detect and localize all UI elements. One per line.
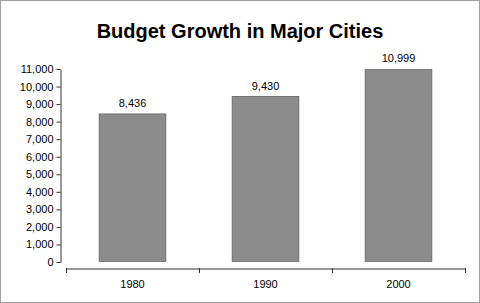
- x-separator: [199, 268, 200, 273]
- y-tick-mark: [57, 69, 61, 70]
- y-tick: 10,000: [20, 81, 61, 93]
- y-tick: 2,000: [26, 221, 61, 233]
- y-tick: 7,000: [26, 133, 61, 145]
- x-tick-label: 2000: [386, 278, 410, 290]
- y-tick-label: 0: [47, 256, 53, 268]
- x-tick-label: 1980: [120, 278, 144, 290]
- y-axis: 0 1,000 2,000 3,000 4,000 5,000 6,000 7,000 8,00…: [20, 63, 61, 268]
- x-tick: 1990: [253, 269, 277, 291]
- y-tick: 1,000: [26, 238, 61, 250]
- x-separator: [465, 268, 466, 273]
- y-tick-label: 6,000: [26, 151, 54, 163]
- y-tick-mark: [57, 262, 61, 263]
- y-tick-label: 3,000: [26, 203, 54, 215]
- y-tick-label: 9,000: [26, 98, 54, 110]
- x-axis: 1980 1990 2000: [67, 269, 466, 291]
- y-tick-label: 4,000: [26, 186, 54, 198]
- y-tick: 5,000: [26, 168, 61, 180]
- y-tick-mark: [57, 209, 61, 210]
- bars: [99, 69, 432, 262]
- x-tick: 1980: [120, 269, 144, 291]
- data-label: 10,999: [382, 52, 416, 64]
- y-tick-label: 7,000: [26, 133, 54, 145]
- y-tick: 11,000: [21, 63, 61, 75]
- y-tick-mark: [57, 244, 61, 245]
- data-labels: 8,436 9,430 10,999: [119, 52, 416, 109]
- title: Budget Growth in Major Cities: [97, 20, 384, 42]
- y-tick: 3,000: [26, 203, 61, 215]
- y-tick-mark: [57, 157, 61, 158]
- y-tick: 8,000: [26, 116, 61, 128]
- y-tick-label: 1,000: [26, 238, 54, 250]
- y-axis-line: [61, 70, 62, 263]
- y-tick-mark: [57, 139, 61, 140]
- x-separator: [66, 268, 67, 273]
- y-tick-mark: [57, 192, 61, 193]
- y-tick: 6,000: [26, 151, 61, 163]
- x-tick: 2000: [386, 269, 410, 291]
- frame: [1, 1, 480, 303]
- y-tick-mark: [57, 122, 61, 123]
- data-label: 8,436: [119, 97, 147, 109]
- y-tick-mark: [57, 104, 61, 105]
- bar: [365, 69, 432, 262]
- chart: Budget Growth in Major Cities 0 1,000 2,000…: [0, 0, 480, 303]
- y-tick-label: 5,000: [26, 168, 54, 180]
- y-tick: 4,000: [26, 186, 61, 198]
- x-axis-line: [67, 269, 466, 270]
- x-separators: [67, 268, 466, 273]
- y-tick-mark: [57, 174, 61, 175]
- data-label: 9,430: [252, 80, 280, 92]
- y-tick: 0: [47, 256, 60, 268]
- y-tick-mark: [57, 227, 61, 228]
- y-tick-label: 2,000: [26, 221, 54, 233]
- y-tick-label: 11,000: [21, 63, 54, 75]
- y-tick: 9,000: [26, 98, 61, 110]
- y-tick-label: 10,000: [20, 81, 54, 93]
- y-tick-label: 8,000: [26, 116, 54, 128]
- x-separator: [332, 268, 333, 273]
- x-tick-label: 1990: [253, 278, 277, 290]
- y-tick-mark: [57, 87, 61, 88]
- bar: [232, 97, 299, 262]
- bar: [99, 114, 166, 262]
